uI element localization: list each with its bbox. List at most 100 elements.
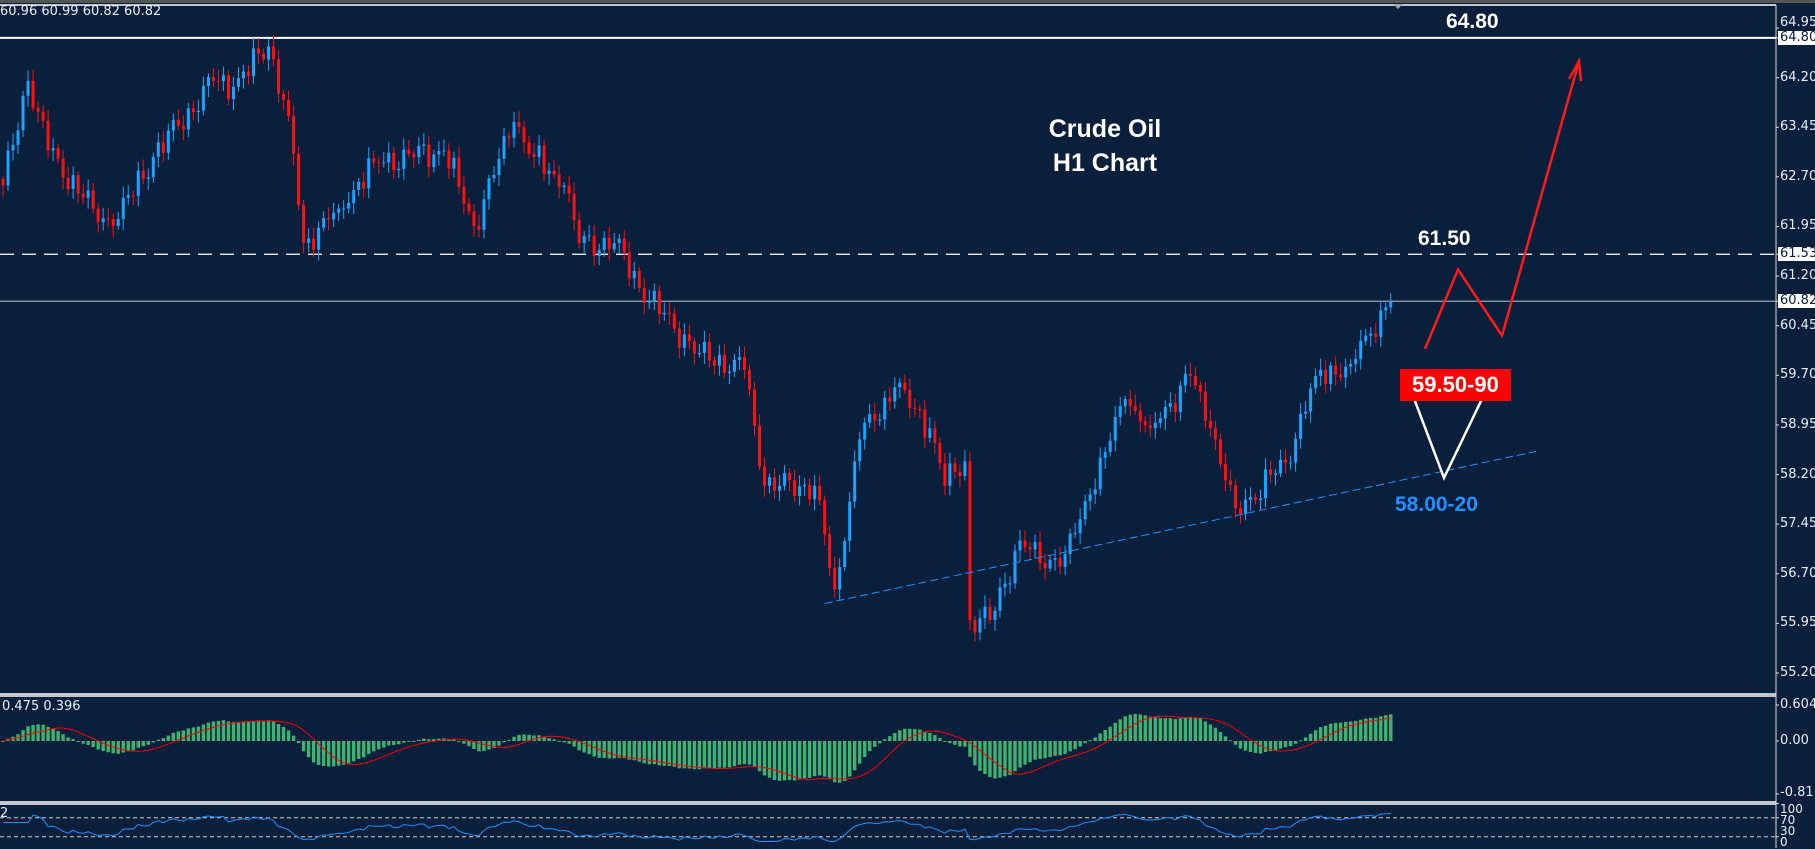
candle-body [297,153,301,205]
candle-body [898,382,902,388]
candle-body [1023,540,1027,548]
candle-body [1208,420,1212,429]
candle-body [1013,550,1017,584]
macd-bar [893,733,897,741]
macd-bar [1158,718,1163,741]
candle-body [512,121,516,138]
candle-body [467,203,471,212]
macd-bar [1198,718,1203,741]
candle-body [262,53,266,60]
macd-bar [727,741,732,768]
macd-bar [542,736,546,741]
candle-body [492,174,496,179]
macd-bar [1389,714,1393,741]
candle-body [1038,542,1042,564]
macd-bar [457,741,461,742]
candle-body [697,352,701,354]
candle-body [427,144,431,168]
candle-body [727,371,731,373]
candle-body [622,238,626,253]
macd-bar [642,741,646,764]
macd-bar [362,741,366,758]
macd-bar [422,738,426,741]
candle-body [1314,375,1318,389]
macd-bar [527,734,531,741]
macd-bar [437,738,441,741]
candle-body [903,382,907,390]
macd-bar [797,741,802,780]
candle-body [763,466,767,486]
candle-body [1243,499,1247,514]
price-marker-label: 64.80 [1778,30,1815,45]
candle-body [121,197,125,220]
candle-body [327,218,331,220]
macd-bar [1213,727,1218,741]
candle-body [993,610,997,621]
macd-bar [181,730,186,741]
macd-bar [782,741,787,781]
macd-bar [858,741,862,764]
candle-body [808,484,812,500]
macd-bar [106,741,110,753]
macd-bar [321,741,326,766]
candle-body [66,177,70,190]
candle-body [1324,369,1328,384]
macd-bar [306,741,311,758]
macd-bar [622,741,626,759]
candle-body [387,152,391,163]
candle-body [858,439,862,462]
candle-body [1284,459,1288,463]
candle-body [472,211,476,226]
macd-bar [938,737,942,741]
candle-body [617,238,621,243]
candle-body [527,142,531,154]
macd-bar [712,741,717,769]
candle-body [96,208,100,223]
macd-bar [1168,718,1173,741]
candle-body [1259,498,1263,501]
candle-body [91,190,95,209]
candle-body [958,472,962,477]
candle-body [11,144,15,151]
macd-bar [963,741,967,747]
candle-body [682,334,686,348]
macd-bar [226,721,231,741]
macd-bar [1173,719,1178,741]
macd-bar [898,730,902,741]
candle-body [1058,558,1062,567]
macd-bar [497,741,501,746]
candle-body [1143,421,1147,426]
macd-bar [752,741,757,768]
macd-bar [572,741,576,747]
price-tick-label: 56.70 [1780,565,1815,581]
candle-body [1113,416,1117,441]
macd-bar [1153,717,1157,741]
candle-body [768,477,772,486]
candle-body [206,76,210,86]
candle-body [236,78,240,87]
macd-bar [522,734,526,741]
candle-body [1369,333,1373,336]
macd-bar [557,741,561,742]
candle-body [963,461,967,477]
macd-bar [827,741,832,780]
macd-bar [978,741,982,771]
macd-bar [331,741,336,767]
candle-body [607,237,611,250]
candle-body [312,238,316,250]
candle-body [1218,439,1222,464]
candle-body [1018,540,1022,551]
price-tick-label: 59.70 [1780,367,1815,383]
candle-body [26,80,30,96]
macd-bar [271,721,276,741]
rsi-tick-label: 30 [1780,824,1796,838]
macd-bar [96,741,100,750]
candle-body [592,235,596,257]
macd-bar [888,736,892,741]
macd-bar [201,724,206,741]
macd-bar [482,741,486,752]
candle-body [482,199,486,230]
macd-bar [1163,718,1168,741]
chart-title-line2: H1 Chart [1052,149,1158,177]
